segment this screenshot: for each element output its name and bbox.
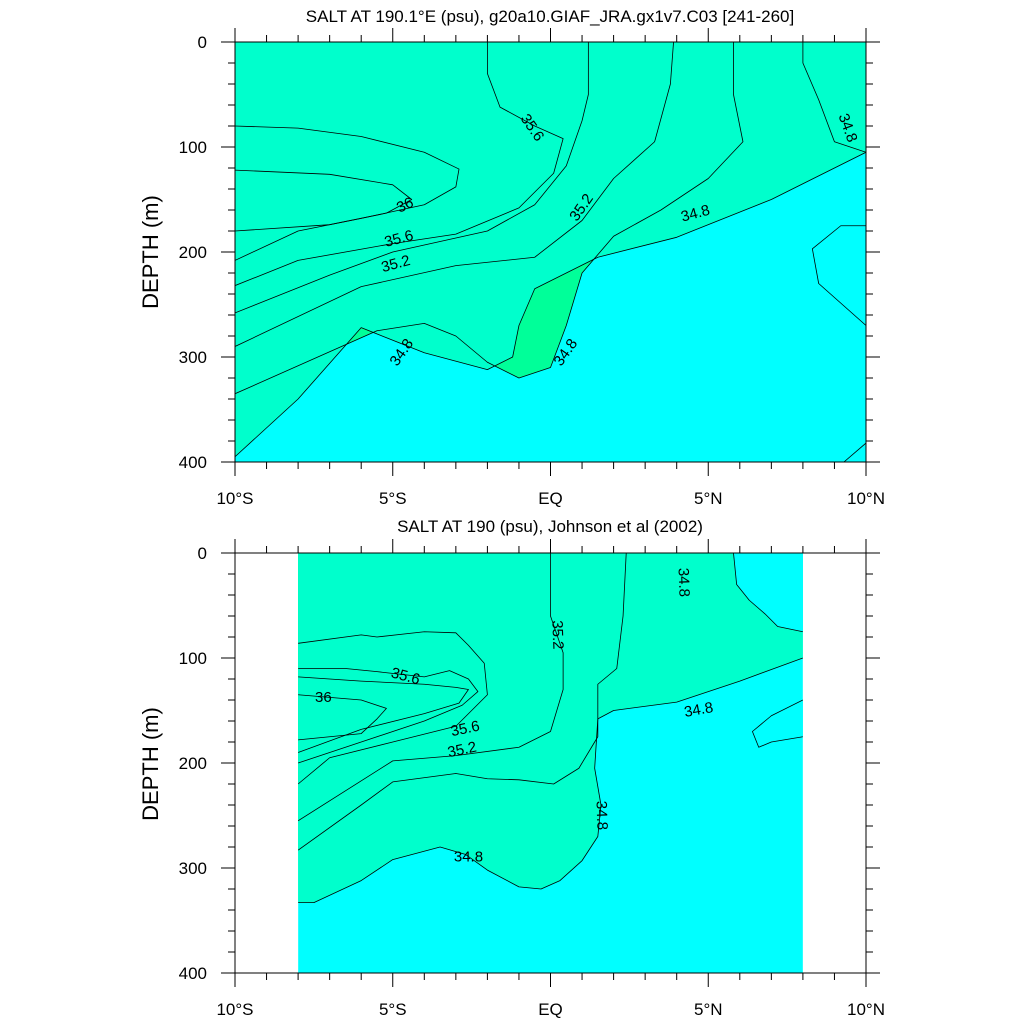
contour-line: [235, 42, 589, 314]
x-tick-label: 10°S: [216, 489, 253, 508]
contour-label: 36: [315, 689, 332, 706]
y-tick-label: 100: [179, 138, 207, 157]
contour-fill-layer: [235, 42, 866, 462]
contour-line: [843, 442, 866, 462]
contour-line: [235, 151, 866, 458]
contour-line: [235, 42, 564, 286]
contour-label: 34.8: [683, 699, 715, 721]
x-tick-label: 5°N: [694, 489, 723, 508]
y-tick-label: 400: [179, 964, 207, 983]
top-y-axis-label: DEPTH (m): [138, 195, 163, 309]
contour-line: [811, 225, 866, 326]
top-plot-title: SALT AT 190.1°E (psu), g20a10.GIAF_JRA.g…: [306, 7, 794, 26]
contour-line: [298, 553, 627, 851]
x-tick-label: 10°N: [847, 489, 885, 508]
x-tick-label: EQ: [538, 489, 563, 508]
y-tick-label: 300: [179, 859, 207, 878]
contour-label: 35.2: [446, 739, 478, 762]
bottom-plot-title: SALT AT 190 (psu), Johnson et al (2002): [397, 517, 703, 536]
contour-line: [298, 694, 387, 741]
x-tick-label: 10°S: [216, 1000, 253, 1019]
y-tick-label: 300: [179, 348, 207, 367]
y-tick-label: 400: [179, 453, 207, 472]
x-tick-label: 10°N: [847, 1000, 885, 1019]
y-tick-label: 0: [198, 33, 207, 52]
top-contour-plot: SALT AT 190.1°E (psu), g20a10.GIAF_JRA.g…: [138, 7, 885, 508]
bottom-y-axis-label: DEPTH (m): [138, 707, 163, 821]
contour-line: [235, 42, 744, 395]
x-tick-label: EQ: [538, 1000, 563, 1019]
contour-label: 34.8: [454, 848, 483, 865]
contour-label: 34.8: [679, 202, 712, 226]
contour-label: 34.8: [675, 567, 693, 597]
salinity-region: [298, 553, 803, 903]
y-tick-label: 0: [198, 544, 207, 563]
contour-line: [298, 657, 803, 904]
contour-line: [298, 631, 488, 785]
salinity-region: [733, 553, 803, 632]
contour-line: [298, 553, 564, 822]
contour-line: [752, 699, 803, 748]
contour-label: 35.2: [548, 620, 566, 650]
contour-label: 36: [394, 194, 416, 216]
contour-label: 35.2: [379, 252, 412, 276]
bottom-contour-plot: SALT AT 190 (psu), Johnson et al (2002) …: [138, 517, 885, 1019]
salinity-region: [752, 700, 803, 748]
x-tick-label: 5°N: [694, 1000, 723, 1019]
contour-fill-layer: [298, 553, 803, 973]
y-tick-label: 200: [179, 754, 207, 773]
contour-label: 35.6: [383, 227, 416, 251]
salinity-region: [812, 225, 866, 326]
contour-line: [733, 553, 803, 633]
salinity-region: [843, 419, 866, 462]
contour-label: 35.6: [389, 664, 422, 688]
y-tick-label: 100: [179, 649, 207, 668]
x-tick-label: 5°S: [379, 489, 407, 508]
contour-label: 35.6: [449, 718, 481, 741]
x-tick-label: 5°S: [379, 1000, 407, 1019]
salinity-region: [235, 42, 866, 457]
contour-line: [235, 125, 460, 261]
contour-line: [235, 42, 674, 347]
y-tick-label: 200: [179, 243, 207, 262]
contour-line: [802, 42, 866, 153]
contour-line: [298, 668, 479, 764]
contour-label: 34.8: [593, 801, 611, 831]
contour-line: [298, 676, 469, 753]
